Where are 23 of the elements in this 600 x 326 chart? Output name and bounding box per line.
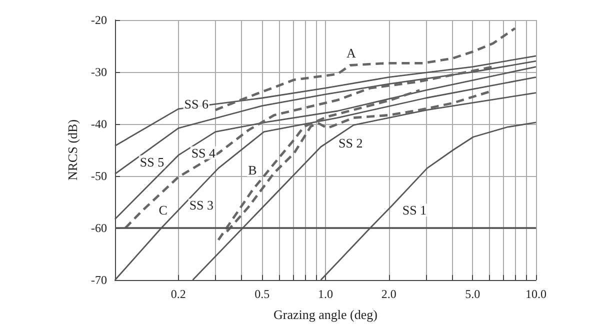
series-label: C xyxy=(158,202,168,218)
series-label: SS 3 xyxy=(189,198,214,213)
series-label: B xyxy=(248,162,258,178)
y-tick-label: -20 xyxy=(91,13,107,27)
x-tick-label: 1.0 xyxy=(318,287,333,301)
y-tick-label: -40 xyxy=(91,117,107,131)
series-label: SS 2 xyxy=(338,136,363,151)
x-tick-label: 10.0 xyxy=(526,287,546,301)
series-label: SS 4 xyxy=(191,145,216,160)
y-tick-label: -60 xyxy=(91,221,107,235)
series-label: SS 1 xyxy=(402,202,427,218)
x-tick-label: 5.0 xyxy=(465,287,480,301)
series-label: A xyxy=(346,46,356,61)
y-tick-label: -70 xyxy=(91,273,107,287)
series-label: SS 5 xyxy=(140,154,164,170)
x-axis-title: Grazing angle (deg) xyxy=(274,307,378,322)
x-tick-label: 2.0 xyxy=(381,287,396,301)
y-axis-title: NRCS (dB) xyxy=(65,119,80,181)
y-tick-label: -50 xyxy=(91,169,107,183)
x-tick-label: 0.2 xyxy=(170,287,186,301)
series-label: SS 6 xyxy=(184,96,209,112)
x-tick-label: 0.5 xyxy=(254,287,270,301)
y-tick-label: -30 xyxy=(91,65,107,79)
